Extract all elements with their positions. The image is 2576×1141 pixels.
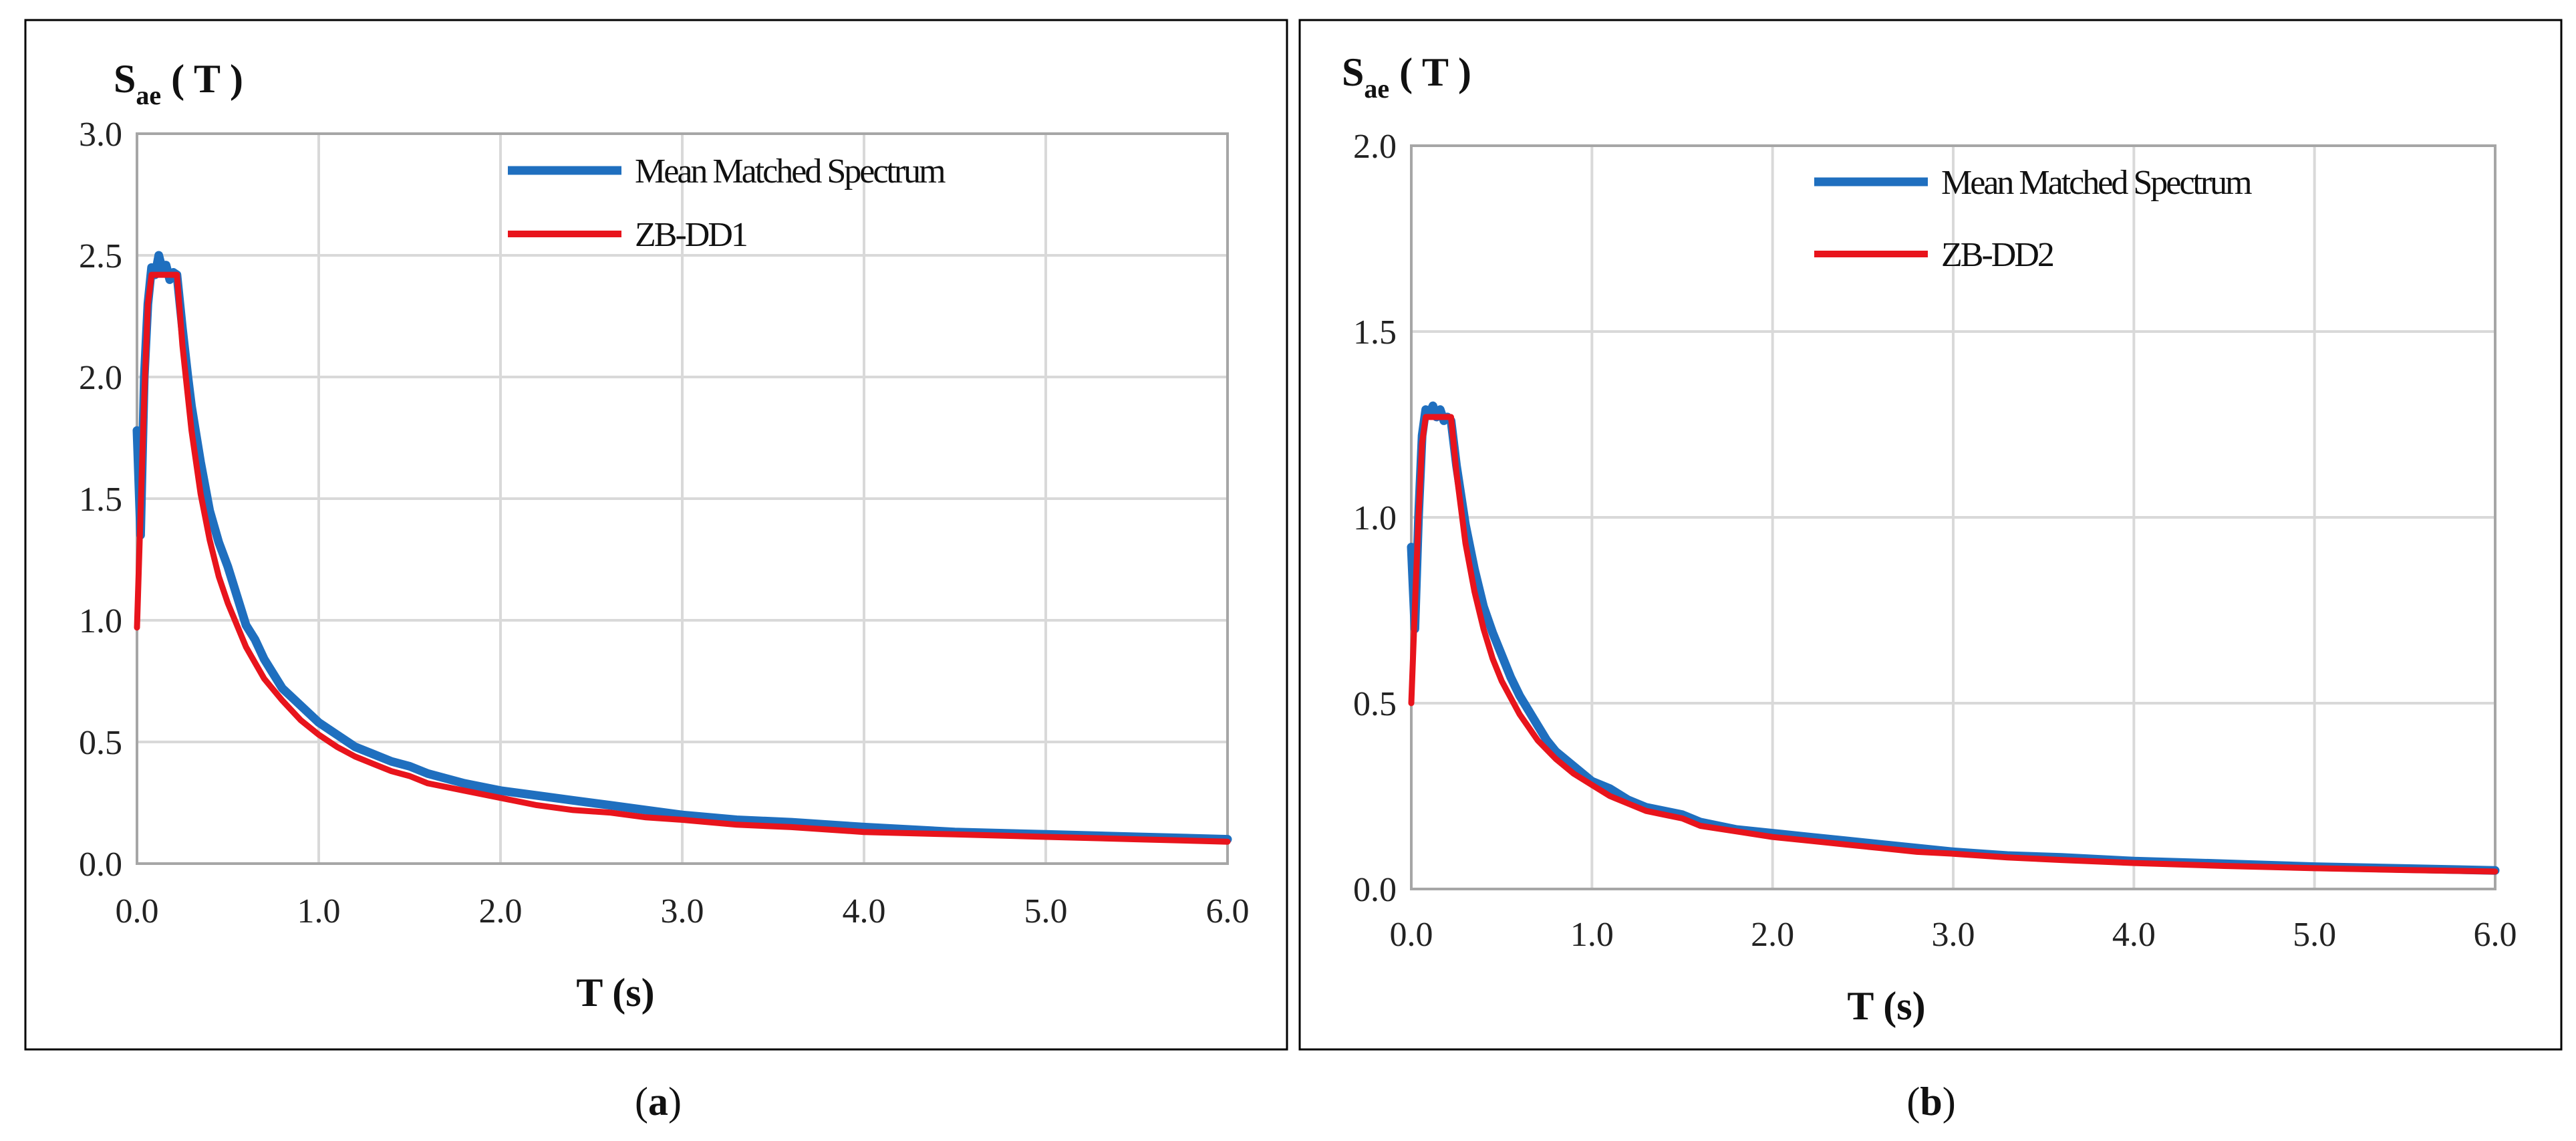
y-tick-label: 1.0 — [1353, 499, 1397, 537]
x-tick-label: 2.0 — [1751, 916, 1794, 954]
x-tick-label: 4.0 — [2112, 916, 2156, 954]
y-tick-label: 1.5 — [79, 481, 122, 519]
y-tick-label: 0.5 — [79, 724, 122, 762]
panel-b-chart: 0.0 0.5 1.0 1.5 2.0 0.0 1.0 2.0 3.0 4.0 5.0 6.0 Mean… — [1342, 50, 2517, 1028]
x-axis-title: T (s) — [576, 971, 654, 1015]
x-tick-label: 4.0 — [843, 892, 886, 930]
y-axis-title: Sae ( T ) — [114, 57, 243, 110]
x-tick-label: 1.0 — [297, 892, 341, 930]
y-tick-label: 3.0 — [79, 116, 122, 154]
x-tick-label: 3.0 — [1932, 916, 1975, 954]
y-tick-label: 2.0 — [1353, 128, 1397, 166]
x-tick-label: 6.0 — [1206, 892, 1250, 930]
legend-label: ZB-DD2 — [1941, 236, 2053, 274]
legend-label: Mean Matched Spectrum — [635, 152, 946, 191]
series-line-mean-matched-spectrum — [132, 251, 1232, 844]
legend-label: ZB-DD1 — [635, 216, 746, 254]
x-tick-label: 5.0 — [1024, 892, 1068, 930]
x-tick-label: 0.0 — [1390, 916, 1433, 954]
y-tick-label: 1.0 — [79, 602, 122, 640]
x-tick-label: 2.0 — [479, 892, 523, 930]
y-tick-label: 2.0 — [79, 359, 122, 397]
y-tick-label: 0.0 — [1353, 871, 1397, 909]
plot-area-border — [1410, 144, 2496, 890]
x-tick-label: 0.0 — [116, 892, 159, 930]
y-axis-title: Sae ( T ) — [1342, 50, 1471, 104]
x-tick-label: 5.0 — [2293, 916, 2336, 954]
caption-b: (b) — [1906, 1080, 1955, 1124]
x-axis-title: T (s) — [1847, 984, 1925, 1028]
y-tick-label: 0.5 — [1353, 685, 1397, 723]
legend-label: Mean Matched Spectrum — [1941, 164, 2252, 202]
x-tick-label: 1.0 — [1570, 916, 1614, 954]
y-tick-label: 2.5 — [79, 237, 122, 275]
panel-b-frame — [1298, 19, 2563, 1051]
panel-a-frame — [24, 19, 1288, 1051]
y-tick-label: 0.0 — [79, 846, 122, 884]
x-tick-label: 3.0 — [661, 892, 704, 930]
caption-a: (a) — [635, 1080, 682, 1124]
series-line-zb-dd1 — [134, 271, 1231, 845]
x-tick-label: 6.0 — [2474, 916, 2517, 954]
panel-a-chart: 0.0 0.5 1.0 1.5 2.0 2.5 3.0 0.0 1.0 2.0 3.0 4.0 5.0 6… — [79, 57, 1250, 1015]
y-tick-label: 1.5 — [1353, 313, 1397, 352]
series-line-zb-dd2 — [1408, 414, 2498, 875]
